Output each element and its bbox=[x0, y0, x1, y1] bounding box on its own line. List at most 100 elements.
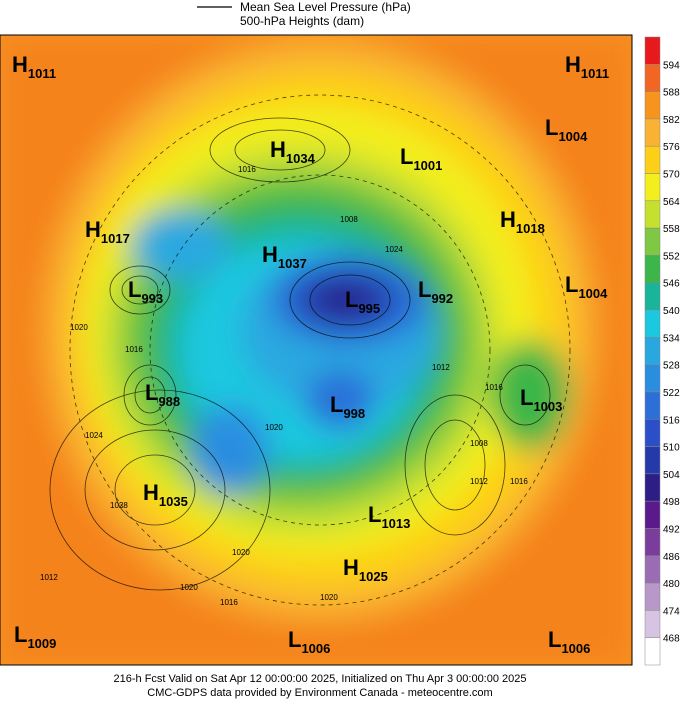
contour-label: 1016 bbox=[220, 598, 238, 607]
colorbar-swatch bbox=[644, 227, 661, 256]
pressure-center: H1011 bbox=[565, 52, 609, 81]
colorbar-swatch bbox=[644, 282, 661, 311]
pressure-center: L1001 bbox=[400, 144, 442, 173]
contour-label: 1008 bbox=[470, 439, 488, 448]
center-letter: L bbox=[368, 502, 381, 527]
center-letter: L bbox=[545, 115, 558, 140]
colorbar-label: 576 bbox=[663, 142, 680, 153]
center-value: 993 bbox=[141, 291, 163, 306]
center-value: 1001 bbox=[413, 158, 442, 173]
contour-label: 1016 bbox=[510, 477, 528, 486]
colorbar-label: 552 bbox=[663, 251, 680, 262]
contour-label: 1012 bbox=[40, 573, 58, 582]
colorbar-swatch bbox=[644, 610, 661, 638]
center-letter: L bbox=[418, 277, 431, 302]
center-letter: H bbox=[262, 242, 278, 267]
colorbar: 594 588 582 576 570 564 558 552 546 540 534 528 522 5… bbox=[644, 36, 680, 666]
pressure-center: L1006 bbox=[548, 627, 590, 656]
colorbar-swatch bbox=[644, 500, 661, 529]
center-letter: H bbox=[12, 52, 28, 77]
pressure-center: H1034 bbox=[270, 137, 316, 166]
center-value: 988 bbox=[158, 394, 180, 409]
contour-labels: 1016 1020 1016 1024 1028 1012 1020 1016 1020 1020… bbox=[40, 165, 528, 607]
center-value: 1037 bbox=[278, 256, 307, 271]
contour-label: 1020 bbox=[70, 323, 88, 332]
center-letter: L bbox=[548, 627, 561, 652]
contour-label: 1020 bbox=[265, 423, 283, 432]
pressure-center: H1011 bbox=[12, 52, 56, 81]
colorbar-swatch bbox=[644, 309, 661, 338]
pressure-center: H1017 bbox=[85, 217, 130, 246]
colorbar-label: 492 bbox=[663, 524, 680, 535]
colorbar-label: 582 bbox=[663, 115, 680, 126]
center-letter: L bbox=[330, 392, 343, 417]
center-letter: L bbox=[565, 272, 578, 297]
contour-label: 1016 bbox=[485, 383, 503, 392]
center-letter: L bbox=[14, 622, 27, 647]
colorbar-swatch bbox=[644, 173, 661, 202]
pressure-center: H1025 bbox=[343, 555, 388, 584]
colorbar-swatch bbox=[644, 637, 661, 666]
pressure-center: H1037 bbox=[262, 242, 307, 271]
colorbar-label: 540 bbox=[663, 306, 680, 317]
colorbar-swatch bbox=[644, 582, 661, 611]
center-value: 1009 bbox=[27, 636, 56, 651]
colorbar-swatch bbox=[644, 419, 661, 447]
colorbar-swatch bbox=[644, 118, 661, 147]
colorbar-swatch bbox=[644, 36, 661, 65]
contour-label: 1012 bbox=[432, 363, 450, 372]
center-value: 1034 bbox=[286, 151, 316, 166]
colorbar-swatch bbox=[644, 91, 661, 120]
pressure-center: L1003 bbox=[520, 385, 562, 414]
colorbar-label: 570 bbox=[663, 170, 680, 181]
contour-label: 1020 bbox=[180, 583, 198, 592]
center-value: 1006 bbox=[561, 641, 590, 656]
colorbar-label: 498 bbox=[663, 497, 680, 508]
colorbar-swatch bbox=[644, 446, 661, 475]
center-value: 998 bbox=[343, 406, 365, 421]
colorbar-swatch bbox=[644, 64, 661, 92]
colorbar-label: 594 bbox=[663, 60, 680, 71]
pressure-center: L1013 bbox=[368, 502, 410, 531]
colorbar-swatch bbox=[644, 364, 661, 393]
center-letter: L bbox=[345, 287, 358, 312]
colorbar-swatch bbox=[644, 145, 661, 174]
center-value: 1017 bbox=[101, 231, 130, 246]
center-letter: L bbox=[128, 277, 141, 302]
center-value: 1011 bbox=[581, 66, 609, 81]
colorbar-label: 504 bbox=[663, 470, 680, 481]
contour-label: 1016 bbox=[125, 345, 143, 354]
center-letter: H bbox=[85, 217, 101, 242]
legend-text: Mean Sea Level Pressure (hPa) bbox=[240, 0, 411, 14]
center-value: 1025 bbox=[359, 569, 388, 584]
colorbar-label: 534 bbox=[663, 333, 680, 344]
center-value: 1004 bbox=[578, 286, 608, 301]
colorbar-label: 510 bbox=[663, 443, 680, 454]
center-letter: L bbox=[145, 380, 158, 405]
center-value: 1013 bbox=[381, 516, 410, 531]
pressure-center: L988 bbox=[145, 380, 180, 409]
colorbar-label: 558 bbox=[663, 224, 680, 235]
colorbar-swatch bbox=[644, 473, 661, 502]
center-letter: L bbox=[400, 144, 413, 169]
contour-label: 1028 bbox=[110, 501, 128, 510]
map-frame bbox=[0, 34, 633, 666]
pressure-center: L995 bbox=[345, 287, 380, 316]
contour-label: 1008 bbox=[340, 215, 358, 224]
colorbar-label: 522 bbox=[663, 388, 680, 399]
footer-text: 216-h Fcst Valid on Sat Apr 12 00:00:00 … bbox=[114, 673, 527, 685]
contour-label: 1024 bbox=[85, 431, 103, 440]
colorbar-label: 486 bbox=[663, 552, 680, 563]
center-letter: H bbox=[343, 555, 359, 580]
contour-label: 1020 bbox=[320, 593, 338, 602]
pressure-center: L1006 bbox=[288, 627, 330, 656]
center-letter: H bbox=[270, 137, 286, 162]
pressure-center: L1004 bbox=[565, 272, 608, 301]
colorbar-swatch bbox=[644, 528, 661, 557]
colorbar-label: 516 bbox=[663, 415, 680, 426]
colorbar-swatch bbox=[644, 391, 661, 420]
colorbar-label: 588 bbox=[663, 88, 680, 99]
center-letter: H bbox=[500, 207, 516, 232]
center-value: 992 bbox=[431, 291, 453, 306]
center-value: 1003 bbox=[533, 399, 562, 414]
